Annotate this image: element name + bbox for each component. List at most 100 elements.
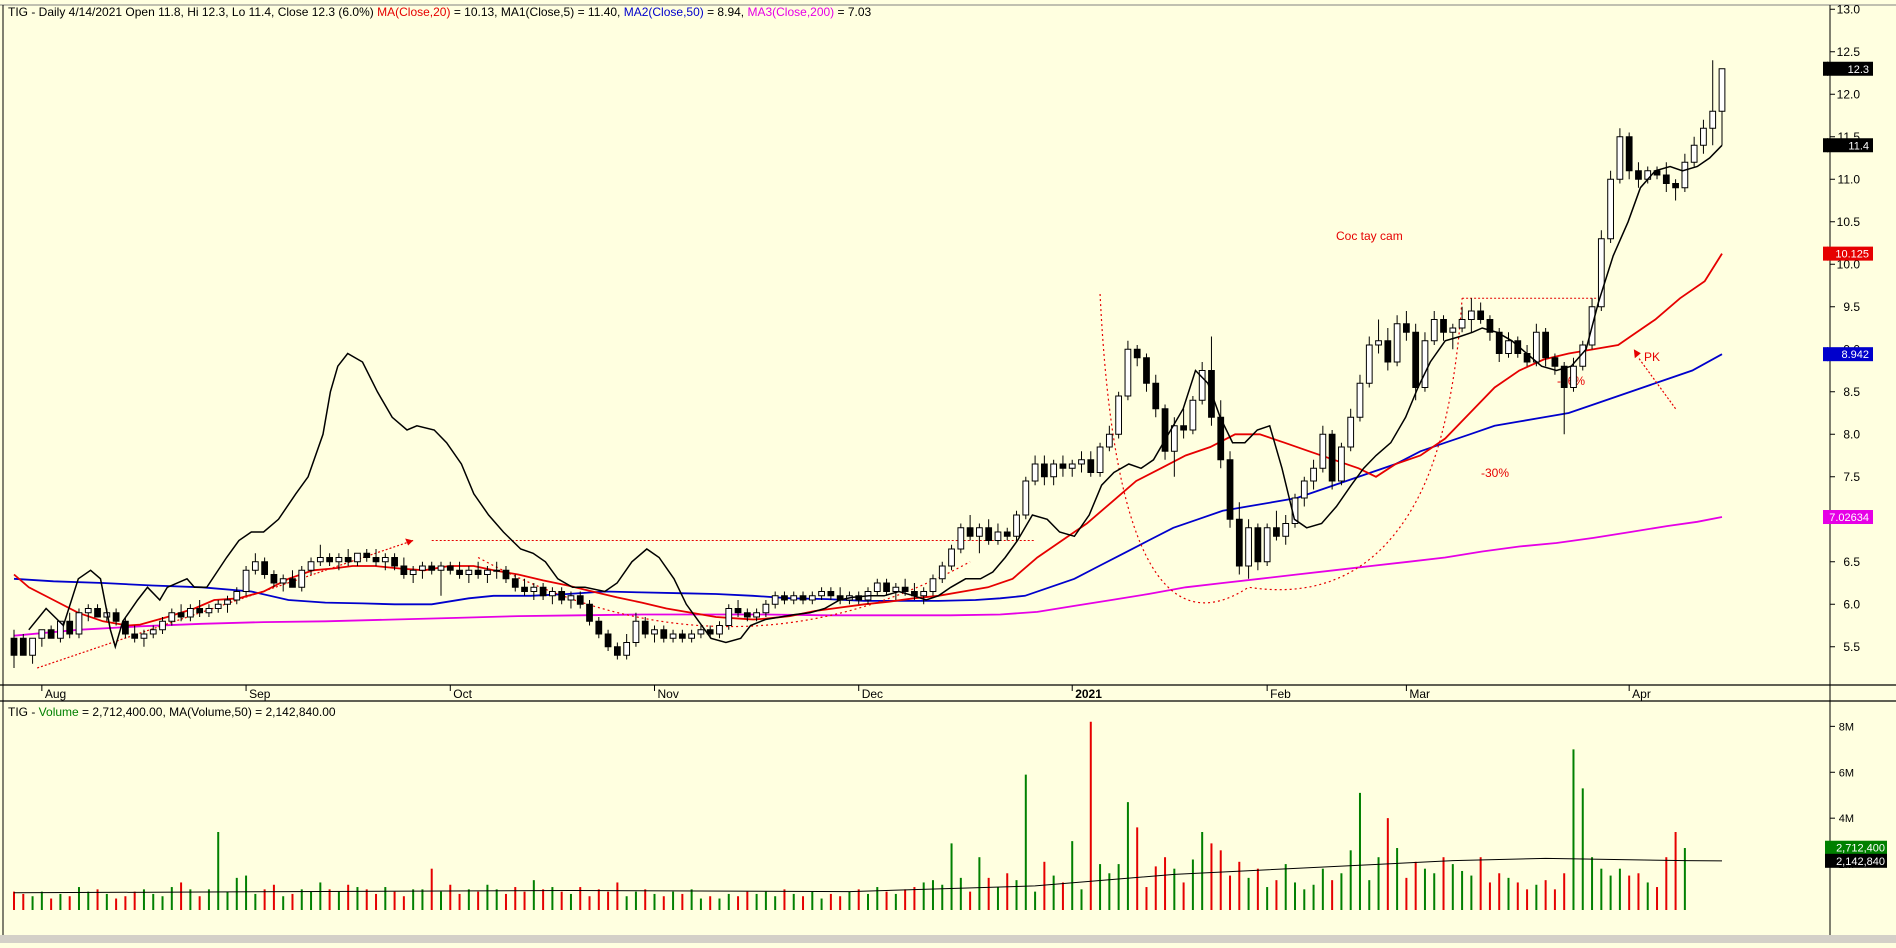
price-badge-pointer: [1823, 61, 1828, 76]
time-axis-label: Oct: [453, 687, 472, 701]
candle-body: [567, 595, 575, 601]
candle-body: [1625, 136, 1633, 172]
candle-body: [316, 557, 324, 563]
candle-body: [1505, 340, 1512, 354]
candle-body: [372, 557, 380, 563]
candle-body: [706, 629, 714, 635]
candle-body: [419, 565, 426, 571]
candle-body: [678, 633, 686, 639]
time-axis-label: Dec: [862, 687, 883, 701]
candle-body: [957, 527, 965, 550]
candle-body: [1040, 463, 1048, 478]
volume-tick-label: 6M: [1839, 767, 1854, 779]
pk-arrow-head-icon: [1633, 349, 1641, 359]
volume-badge: [1825, 840, 1887, 855]
price-badge: [1827, 347, 1873, 362]
candle-body: [326, 557, 333, 563]
candle-body: [1282, 523, 1290, 537]
price-tick-label: 6.0: [1843, 597, 1860, 611]
candle-body: [613, 646, 621, 656]
candle-body: [159, 620, 166, 631]
candle-body: [753, 612, 760, 618]
candle-body: [790, 595, 798, 601]
candle-body: [623, 642, 631, 656]
ma50-line: [13, 353, 1723, 606]
candle-body: [1133, 348, 1141, 359]
time-axis-label: Apr: [1632, 687, 1651, 701]
candle-body: [186, 608, 194, 618]
candle-body: [446, 565, 454, 571]
candle-body: [1690, 144, 1698, 163]
trend-arrow-head-icon: [405, 538, 414, 546]
candle-body: [725, 608, 733, 626]
candle-body: [920, 591, 928, 597]
ma20-value: = 10.13,: [454, 5, 501, 19]
candle-body: [511, 578, 519, 588]
candle-body: [799, 595, 807, 601]
candle-body: [576, 595, 584, 605]
candle-body: [1161, 408, 1169, 452]
volume-header-rest: = 2,712,400.00, MA(Volume,50) = 2,142,84…: [82, 705, 336, 719]
candle-body: [818, 591, 825, 597]
candle-body: [604, 633, 612, 648]
candle-body: [1440, 319, 1447, 333]
candle-body: [400, 565, 408, 575]
candle-body: [10, 637, 18, 656]
candle-body: [1022, 480, 1030, 516]
candle-body: [1672, 183, 1679, 189]
annotation-pk: PK: [1644, 350, 1660, 364]
candle-body: [1393, 323, 1401, 363]
price-tick-label: 10.5: [1837, 215, 1861, 229]
candle-body: [1078, 459, 1085, 465]
candle-body: [66, 620, 74, 635]
ma200-label: MA3(Close,200): [747, 5, 834, 19]
candle-body: [1273, 527, 1280, 537]
candle-body: [1365, 344, 1373, 384]
candle-body: [47, 629, 55, 639]
ma200-value: = 7.03: [838, 5, 872, 19]
candle-body: [1124, 348, 1132, 397]
candle-body: [697, 629, 705, 635]
candle-body: [1514, 340, 1522, 354]
candle-body: [428, 565, 436, 571]
candle-body: [827, 591, 835, 597]
candle-body: [205, 608, 213, 614]
candle-body: [270, 574, 278, 584]
candle-body: [177, 612, 185, 618]
candle-body: [1560, 365, 1568, 388]
candle-body: [381, 557, 389, 563]
candle-body: [1105, 433, 1113, 448]
annotation-minus30: -30%: [1481, 466, 1509, 480]
price-badge: [1827, 138, 1873, 153]
candle-body: [1486, 319, 1494, 333]
candle-body: [474, 569, 482, 575]
price-badge: [1827, 61, 1873, 76]
candle-body: [762, 603, 770, 614]
candle-body: [1226, 459, 1234, 520]
candle-body: [938, 565, 946, 580]
candle-body: [1198, 370, 1206, 401]
candle-body: [595, 620, 603, 635]
ma5-value: = 11.40,: [578, 5, 624, 19]
candle-body: [1700, 127, 1707, 146]
volume-ma50-line: [13, 857, 1723, 894]
candle-body: [279, 578, 287, 584]
candle-body: [1068, 463, 1076, 469]
price-tick-label: 10.0: [1837, 257, 1861, 271]
price-tick-label: 7.5: [1843, 470, 1860, 484]
annotation-coc-tay-cam: Coc tay cam: [1336, 229, 1403, 243]
candle-body: [1003, 531, 1011, 537]
candle-body: [1709, 110, 1717, 129]
price-tick-label: 12.5: [1837, 45, 1861, 59]
candle-body: [743, 612, 751, 618]
candle-body: [112, 612, 120, 622]
candle-body: [1403, 323, 1410, 333]
candle-body: [84, 608, 92, 614]
price-badge-label: 12.3: [1848, 64, 1869, 76]
candle-body: [29, 637, 36, 656]
candle-body: [669, 633, 677, 639]
candle-body: [465, 569, 473, 575]
candle-body: [976, 527, 983, 537]
ma5-line: [28, 144, 1723, 650]
